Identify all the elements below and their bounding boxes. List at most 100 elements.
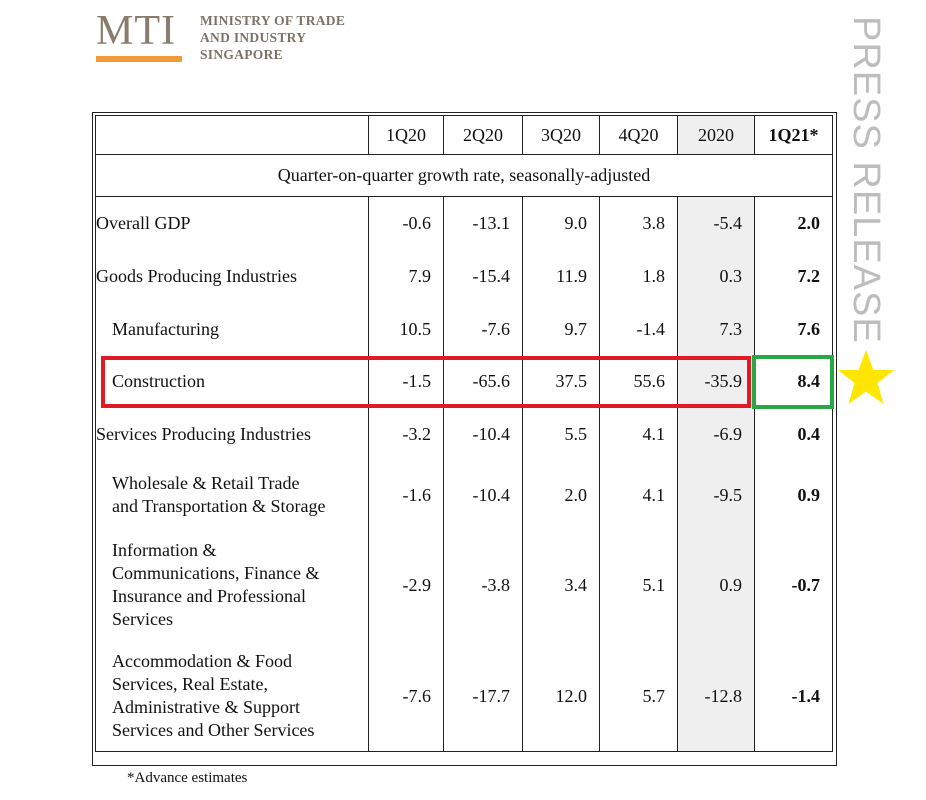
row-label-line: Services xyxy=(112,609,173,629)
press-release-label: PRESS RELEASE xyxy=(845,16,887,344)
value-cell: -0.6 xyxy=(368,196,444,250)
header-4q20: 4Q20 xyxy=(599,115,678,155)
value-cell: 7.6 xyxy=(754,303,833,355)
value-cell: 37.5 xyxy=(522,355,600,408)
row-label: Construction xyxy=(95,355,369,408)
value-cell: -15.4 xyxy=(443,250,523,303)
value-cell: 5.1 xyxy=(599,529,678,641)
logo-mark: MTI xyxy=(96,8,176,54)
subheader-row: Quarter-on-quarter growth rate, seasonal… xyxy=(95,154,833,197)
row-label: Accommodation & Food Services, Real Estat… xyxy=(95,641,369,752)
value-cell: -65.6 xyxy=(443,355,523,408)
header-1q20: 1Q20 xyxy=(368,115,444,155)
value-cell: -1.4 xyxy=(599,303,678,355)
value-cell: -3.2 xyxy=(368,408,444,461)
table-row: Goods Producing Industries 7.9 -15.4 11.9 1.… xyxy=(95,250,833,303)
value-cell: 2.0 xyxy=(754,196,833,250)
row-label-line: Communications, Finance & xyxy=(112,563,320,583)
row-label-line: Services Producing Industries xyxy=(96,424,311,444)
row-label-line: Wholesale & Retail Trade xyxy=(112,473,300,493)
table-row: Services Producing Industries -3.2 -10.4 5.… xyxy=(95,408,833,461)
value-cell: 10.5 xyxy=(368,303,444,355)
value-cell: -6.9 xyxy=(677,408,755,461)
row-label-line: Services, Real Estate, xyxy=(112,674,268,694)
construction-1q21-highlight-box xyxy=(752,355,834,409)
row-label-line: Services and Other Services xyxy=(112,720,315,740)
value-cell: 12.0 xyxy=(522,641,600,752)
value-cell: 1.8 xyxy=(599,250,678,303)
value-cell: 0.9 xyxy=(754,461,833,529)
row-label-line: Construction xyxy=(112,371,205,391)
value-cell: -1.6 xyxy=(368,461,444,529)
subheader: Quarter-on-quarter growth rate, seasonal… xyxy=(95,154,833,197)
value-cell: 9.7 xyxy=(522,303,600,355)
table-row: Accommodation & Food Services, Real Estat… xyxy=(95,641,833,752)
gdp-growth-table: 1Q20 2Q20 3Q20 4Q20 2020 1Q21* Quarter-o… xyxy=(95,115,833,752)
table-row: Overall GDP -0.6 -13.1 9.0 3.8 -5.4 2.0 xyxy=(95,196,833,250)
logo-line-1: MINISTRY OF TRADE xyxy=(200,13,346,28)
construction-highlight-box xyxy=(101,356,751,408)
row-label: Wholesale & Retail Trade and Transportati… xyxy=(95,461,369,529)
logo-underline xyxy=(96,56,182,62)
row-label-line: Insurance and Professional xyxy=(112,586,306,606)
table-row: Wholesale & Retail Trade and Transportati… xyxy=(95,461,833,529)
header-3q20: 3Q20 xyxy=(522,115,600,155)
value-cell: 55.6 xyxy=(599,355,678,408)
value-cell: -1.5 xyxy=(368,355,444,408)
star-icon xyxy=(838,350,894,404)
value-cell: 4.1 xyxy=(599,408,678,461)
row-label: Services Producing Industries xyxy=(95,408,369,461)
value-cell: -7.6 xyxy=(368,641,444,752)
row-label: Goods Producing Industries xyxy=(95,250,369,303)
table-frame xyxy=(92,112,837,766)
value-cell: 5.5 xyxy=(522,408,600,461)
table-row: Information & Communications, Finance & In… xyxy=(95,529,833,641)
value-cell: 11.9 xyxy=(522,250,600,303)
table-row: Construction -1.5 -65.6 37.5 55.6 -35.9 8.4 xyxy=(95,355,833,408)
logo-text: MINISTRY OF TRADE AND INDUSTRY SINGAPORE xyxy=(200,12,345,63)
header-1q21: 1Q21* xyxy=(754,115,833,155)
row-label-line: Accommodation & Food xyxy=(112,651,292,671)
row-label: Manufacturing xyxy=(95,303,369,355)
value-cell: -1.4 xyxy=(754,641,833,752)
logo-line-2: AND INDUSTRY xyxy=(200,30,307,45)
value-cell: 7.9 xyxy=(368,250,444,303)
row-label-line: Overall GDP xyxy=(96,213,191,233)
value-cell: -2.9 xyxy=(368,529,444,641)
value-cell: 4.1 xyxy=(599,461,678,529)
value-cell: 7.3 xyxy=(677,303,755,355)
value-cell: 0.9 xyxy=(677,529,755,641)
logo-line-3: SINGAPORE xyxy=(200,47,283,62)
value-cell: -12.8 xyxy=(677,641,755,752)
value-cell: -17.7 xyxy=(443,641,523,752)
value-cell: 9.0 xyxy=(522,196,600,250)
value-cell: -13.1 xyxy=(443,196,523,250)
footnote: *Advance estimates xyxy=(127,770,248,786)
row-label-line: Manufacturing xyxy=(112,318,219,339)
table-header-row: 1Q20 2Q20 3Q20 4Q20 2020 1Q21* xyxy=(95,115,833,155)
row-label: Overall GDP xyxy=(95,196,369,250)
value-cell: -7.6 xyxy=(443,303,523,355)
value-cell: -9.5 xyxy=(677,461,755,529)
header-2q20: 2Q20 xyxy=(443,115,523,155)
value-cell: -10.4 xyxy=(443,408,523,461)
value-cell: 3.8 xyxy=(599,196,678,250)
row-label-line: Administrative & Support xyxy=(112,697,300,717)
value-cell: 0.4 xyxy=(754,408,833,461)
row-label-line: Information & xyxy=(112,540,217,560)
row-label: Information & Communications, Finance & In… xyxy=(95,529,369,641)
value-cell: -3.8 xyxy=(443,529,523,641)
value-cell: -5.4 xyxy=(677,196,755,250)
header-2020: 2020 xyxy=(677,115,755,155)
row-label-line: Goods Producing Industries xyxy=(96,266,297,286)
table-row: Manufacturing 10.5 -7.6 9.7 -1.4 7.3 7.6 xyxy=(95,303,833,355)
value-cell: 7.2 xyxy=(754,250,833,303)
value-cell: 2.0 xyxy=(522,461,600,529)
row-label-line: and Transportation & Storage xyxy=(112,496,326,516)
value-cell: -10.4 xyxy=(443,461,523,529)
value-cell: -35.9 xyxy=(677,355,755,408)
value-cell: -0.7 xyxy=(754,529,833,641)
value-cell: 0.3 xyxy=(677,250,755,303)
value-cell: 5.7 xyxy=(599,641,678,752)
value-cell: 3.4 xyxy=(522,529,600,641)
